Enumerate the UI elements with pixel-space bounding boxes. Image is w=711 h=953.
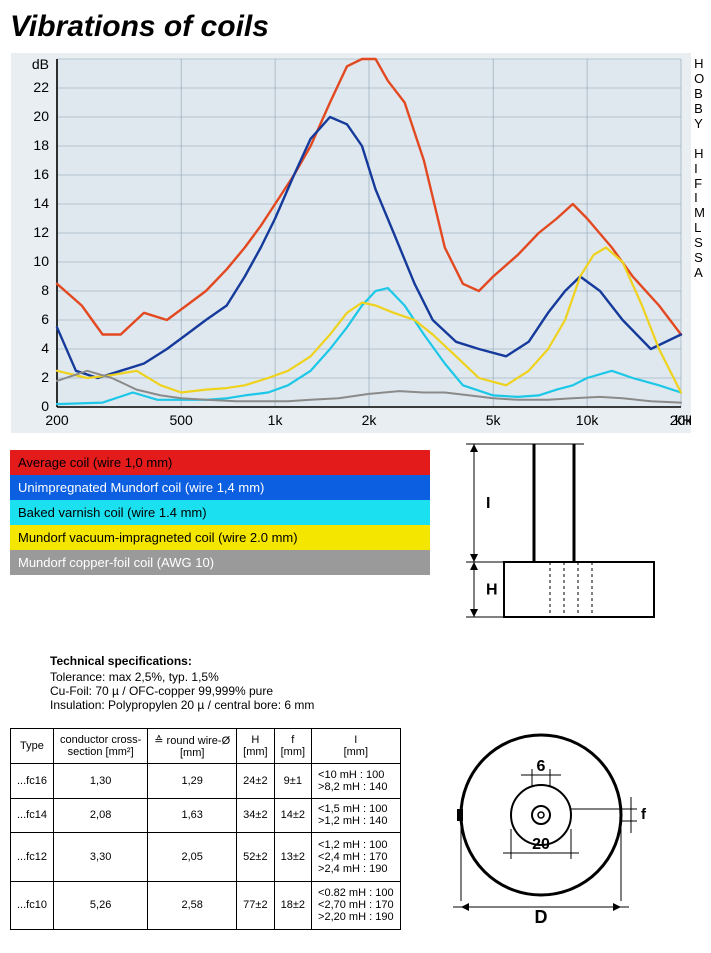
svg-text:22: 22 xyxy=(33,79,49,95)
legend-item-2: Baked varnish coil (wire 1.4 mm) xyxy=(10,500,430,525)
coil-side-diagram: IH xyxy=(454,432,674,642)
svg-text:10: 10 xyxy=(33,253,49,269)
spec-line-2: Insulation: Polypropylen 20 µ / central … xyxy=(50,698,701,712)
svg-text:I: I xyxy=(486,495,490,512)
page-title: Vibrations of coils xyxy=(10,10,701,44)
col-header-3: H[mm] xyxy=(237,729,274,764)
svg-text:D: D xyxy=(534,907,547,927)
svg-text:20: 20 xyxy=(532,836,550,853)
svg-text:6: 6 xyxy=(41,311,49,327)
svg-text:8: 8 xyxy=(41,282,49,298)
legend-item-4: Mundorf copper-foil coil (AWG 10) xyxy=(10,550,430,575)
col-header-1: conductor cross-section [mm²] xyxy=(53,729,147,764)
legend-item-0: Average coil (wire 1,0 mm) xyxy=(10,450,430,475)
svg-text:200: 200 xyxy=(45,412,69,428)
svg-text:6: 6 xyxy=(536,758,545,775)
legend-item-3: Mundorf vacuum-impragneted coil (wire 2.… xyxy=(10,525,430,550)
col-header-4: f[mm] xyxy=(274,729,311,764)
svg-text:12: 12 xyxy=(33,224,49,240)
svg-text:H: H xyxy=(486,582,498,599)
svg-text:500: 500 xyxy=(169,412,193,428)
technical-specs: Technical specifications: Tolerance: max… xyxy=(50,654,701,712)
table-row: ...fc105,262,5877±218±2<0.82 mH : 100<2,… xyxy=(11,881,401,930)
svg-text:1k: 1k xyxy=(268,412,284,428)
spec-line-1: Cu-Foil: 70 µ / OFC-copper 99,999% pure xyxy=(50,684,701,698)
legend-item-1: Unimpregnated Mundorf coil (wire 1,4 mm) xyxy=(10,475,430,500)
table-row: ...fc161,301,2924±29±1<10 mH : 100>8,2 m… xyxy=(11,764,401,798)
spec-line-0: Tolerance: max 2,5%, typ. 1,5% xyxy=(50,670,701,684)
svg-text:4: 4 xyxy=(41,340,49,356)
svg-text:16: 16 xyxy=(33,166,49,182)
col-header-2: ≙ round wire-Ø[mm] xyxy=(148,729,237,764)
svg-text:f: f xyxy=(641,806,647,823)
svg-text:kHz: kHz xyxy=(675,412,691,428)
coil-spec-table: Typeconductor cross-section [mm²]≙ round… xyxy=(10,728,401,930)
coil-top-diagram: 6 20 f D xyxy=(411,720,671,930)
specs-title: Technical specifications: xyxy=(50,654,701,668)
svg-text:dB: dB xyxy=(32,56,49,72)
table-row: ...fc123,302,0552±213±2<1,2 mH : 100<2,4… xyxy=(11,833,401,881)
svg-text:2k: 2k xyxy=(362,412,378,428)
svg-text:5k: 5k xyxy=(486,412,502,428)
col-header-0: Type xyxy=(11,729,54,764)
table-row: ...fc142,081,6334±214±2<1,5 mH : 100>1,2… xyxy=(11,798,401,832)
vibrations-chart: 0246810121416182022dB2005001k2k5k10k20kk… xyxy=(10,52,690,432)
col-header-5: I[mm] xyxy=(312,729,401,764)
svg-text:2: 2 xyxy=(41,369,49,385)
svg-text:18: 18 xyxy=(33,137,49,153)
svg-text:10k: 10k xyxy=(576,412,600,428)
svg-text:14: 14 xyxy=(33,195,49,211)
legend: Average coil (wire 1,0 mm)Unimpregnated … xyxy=(10,450,430,642)
svg-text:20: 20 xyxy=(33,108,49,124)
